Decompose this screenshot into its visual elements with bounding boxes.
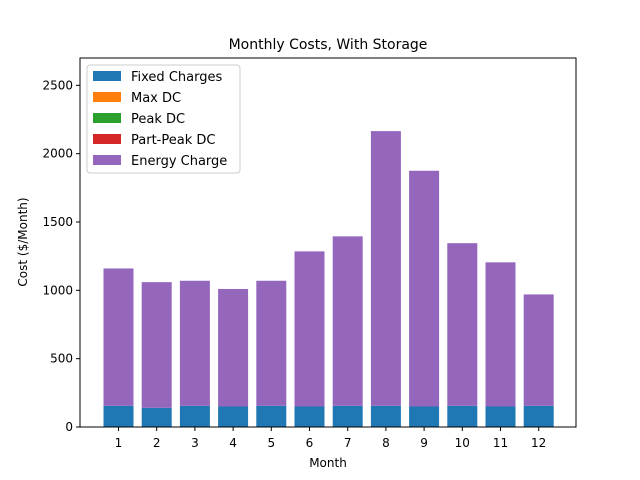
bar-energy-charge-5 xyxy=(256,280,287,406)
x-tick-label: 4 xyxy=(229,436,237,450)
y-tick-label: 2000 xyxy=(42,147,73,161)
legend-label: Energy Charge xyxy=(131,154,227,169)
x-tick-label: 11 xyxy=(493,436,508,450)
y-axis-label: Cost ($/Month) xyxy=(16,197,30,286)
bar-energy-charge-10 xyxy=(447,243,478,406)
legend-label: Peak DC xyxy=(131,112,185,127)
legend-swatch xyxy=(93,134,121,144)
x-tick-label: 3 xyxy=(191,436,199,450)
bar-energy-charge-1 xyxy=(103,268,134,406)
bar-fixed-charges-12 xyxy=(523,405,554,427)
bar-energy-charge-7 xyxy=(332,236,363,406)
bar-energy-charge-2 xyxy=(141,282,172,408)
legend-label: Fixed Charges xyxy=(131,70,222,85)
legend-swatch xyxy=(93,71,121,81)
bar-energy-charge-9 xyxy=(409,170,440,407)
legend: Fixed Charges Max DC Peak DC Part-Peak DC En… xyxy=(86,64,241,174)
bar-energy-charge-6 xyxy=(294,251,325,407)
legend-label: Max DC xyxy=(131,91,181,106)
y-tick-label: 0 xyxy=(65,420,73,434)
bar-fixed-charges-11 xyxy=(485,406,516,427)
x-tick-label: 12 xyxy=(531,436,546,450)
x-tick-label: 2 xyxy=(153,436,161,450)
bar-energy-charge-8 xyxy=(370,131,401,406)
y-tick-label: 500 xyxy=(50,352,73,366)
bar-fixed-charges-5 xyxy=(256,405,287,427)
bar-fixed-charges-1 xyxy=(103,405,134,427)
bar-fixed-charges-6 xyxy=(294,406,325,427)
x-tick-label: 7 xyxy=(344,436,352,450)
y-tick-label: 2500 xyxy=(42,78,73,92)
chart-title: Monthly Costs, With Storage xyxy=(229,37,428,53)
x-axis-label: Month xyxy=(309,456,347,470)
legend-swatch xyxy=(93,113,121,123)
bar-fixed-charges-10 xyxy=(447,405,478,427)
bar-fixed-charges-9 xyxy=(409,406,440,427)
x-tick-label: 5 xyxy=(267,436,275,450)
x-tick-label: 6 xyxy=(306,436,314,450)
bar-fixed-charges-3 xyxy=(179,405,210,427)
y-tick-label: 1000 xyxy=(42,283,73,297)
x-tick-label: 1 xyxy=(115,436,123,450)
x-tick-label: 9 xyxy=(420,436,428,450)
bar-fixed-charges-7 xyxy=(332,405,363,427)
x-tick-label: 8 xyxy=(382,436,390,450)
legend-swatch xyxy=(93,155,121,165)
bar-energy-charge-3 xyxy=(179,280,210,406)
y-tick-label: 1500 xyxy=(42,215,73,229)
bar-fixed-charges-8 xyxy=(370,405,401,427)
bar-energy-charge-11 xyxy=(485,262,516,407)
legend-box xyxy=(86,64,241,174)
legend-swatch xyxy=(93,92,121,102)
bar-energy-charge-12 xyxy=(523,294,554,406)
bar-energy-charge-4 xyxy=(218,288,249,407)
bar-fixed-charges-2 xyxy=(141,407,172,427)
x-tick-label: 10 xyxy=(455,436,470,450)
bar-fixed-charges-4 xyxy=(218,406,249,427)
plot-frame xyxy=(79,57,577,428)
legend-label: Part-Peak DC xyxy=(131,133,215,148)
